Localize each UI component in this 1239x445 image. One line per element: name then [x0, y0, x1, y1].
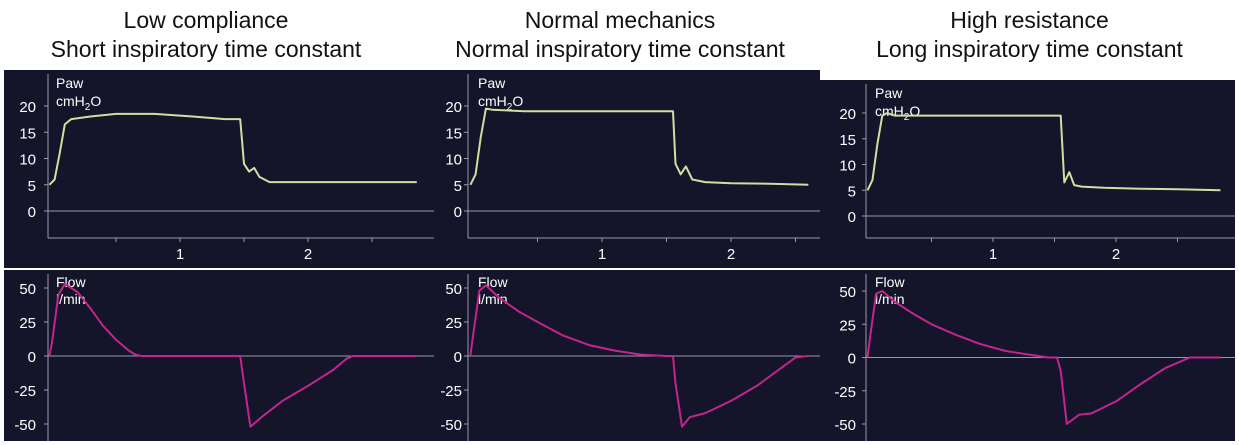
pressure-trace [866, 112, 1221, 192]
flow-plot-background [820, 270, 1235, 441]
flow-y-tick-label: 25 [19, 315, 36, 332]
pressure-y-tick-label: 15 [19, 125, 36, 142]
pressure-trace [48, 112, 417, 186]
pressure-axis-label: Paw [56, 75, 84, 91]
flow-trace [469, 284, 809, 428]
flow-y-tick-label: 0 [28, 349, 36, 366]
pressure-y-tick-label: 20 [839, 106, 856, 123]
pressure-unit-subscript: 2 [904, 112, 910, 123]
panel-subtitle: Normal inspiratory time constant [455, 36, 785, 62]
panel-title: Normal mechanics [524, 7, 716, 33]
panel-subtitle: Short inspiratory time constant [50, 36, 362, 62]
flow-y-tick-label: 50 [839, 284, 856, 301]
flow-y-tick-label: 50 [445, 281, 462, 298]
pressure-x-tick-label: 2 [727, 246, 735, 263]
flow-y-tick-label: -25 [440, 383, 462, 400]
pressure-x-tick-label: 1 [598, 246, 606, 263]
panel-title: Low compliance [123, 7, 289, 33]
pressure-x-tick-label: 1 [989, 246, 997, 263]
pressure-y-tick-label: 20 [445, 99, 462, 116]
flow-y-tick-label: -25 [834, 384, 856, 401]
panel-subtitle: Long inspiratory time constant [876, 36, 1183, 62]
pressure-y-tick-label: 15 [445, 125, 462, 142]
flow-axis-label: Flow [875, 274, 905, 290]
panel-title-high-resistance: High resistance Long inspiratory time co… [824, 6, 1235, 64]
flow-y-tick-label: 25 [445, 315, 462, 332]
pressure-unit-subscript: 2 [85, 102, 91, 113]
flow-unit-label: l/min [56, 291, 86, 307]
pressure-trace [469, 107, 809, 186]
pressure-unit-label: cmH2O [56, 93, 101, 113]
pressure-x-tick-label: 2 [1112, 246, 1120, 263]
pressure-x-tick-label: 2 [304, 246, 312, 263]
flow-unit-label: l/min [478, 291, 508, 307]
flow-y-tick-label: 25 [839, 317, 856, 334]
flow-trace [48, 282, 417, 428]
pressure-y-tick-label: 10 [445, 152, 462, 169]
pressure-y-tick-label: 0 [28, 204, 36, 221]
pressure-y-tick-label: 0 [848, 209, 856, 226]
pressure-unit-label: cmH2O [478, 93, 523, 113]
pressure-axis-label: Paw [478, 75, 506, 91]
flow-y-tick-label: 50 [19, 281, 36, 298]
pressure-unit-suffix: O [909, 103, 920, 119]
flow-trace [866, 290, 1221, 425]
pressure-y-tick-label: 5 [28, 178, 36, 195]
panel-title-normal-mechanics: Normal mechanics Normal inspiratory time… [418, 6, 822, 64]
pressure-y-tick-label: 5 [848, 183, 856, 200]
pressure-plot-background [820, 80, 1235, 268]
flow-y-tick-label: -25 [14, 383, 36, 400]
flow-y-tick-label: -50 [440, 417, 462, 434]
pressure-y-tick-label: 5 [454, 178, 462, 195]
pressure-y-tick-label: 20 [19, 99, 36, 116]
pressure-x-tick-label: 1 [176, 246, 184, 263]
flow-y-tick-label: -50 [14, 417, 36, 434]
pressure-unit-subscript: 2 [507, 102, 513, 113]
pressure-y-tick-label: 0 [454, 204, 462, 221]
pressure-y-tick-label: 10 [839, 158, 856, 175]
pressure-unit-suffix: O [90, 93, 101, 109]
pressure-plot-background [434, 70, 820, 268]
pressure-y-tick-label: 15 [839, 132, 856, 149]
flow-y-tick-label: -50 [834, 417, 856, 434]
pressure-axis-label: Paw [875, 85, 903, 101]
pressure-unit-suffix: O [512, 93, 523, 109]
panel-title-low-compliance: Low compliance Short inspiratory time co… [4, 6, 408, 64]
panel-title: High resistance [950, 7, 1109, 33]
pressure-y-tick-label: 10 [19, 152, 36, 169]
flow-y-tick-label: 0 [454, 349, 462, 366]
pressure-unit-base: cmH [56, 93, 85, 109]
flow-y-tick-label: 0 [848, 351, 856, 368]
pressure-plot-background [4, 70, 434, 268]
pressure-unit-base: cmH [478, 93, 507, 109]
